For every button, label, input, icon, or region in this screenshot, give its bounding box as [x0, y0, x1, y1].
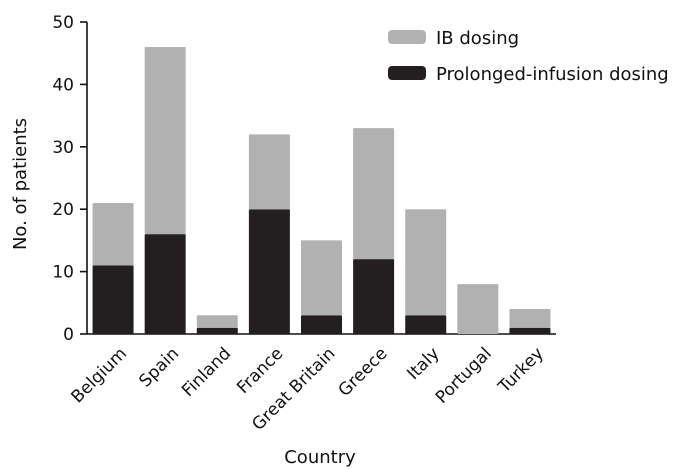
x-tick-label: Portugal	[432, 344, 496, 408]
bar-prolonged-infusion-italy	[405, 315, 447, 334]
legend-label: Prolonged-infusion dosing	[436, 64, 669, 85]
y-tick-label: 50	[52, 13, 74, 33]
legend-swatch	[388, 66, 426, 80]
bars	[92, 46, 551, 334]
bar-prolonged-infusion-belgium	[92, 265, 134, 334]
legend: IB dosing Prolonged-infusion dosing	[388, 28, 669, 85]
y-axis: 0 10 20 30 40 50	[52, 13, 88, 345]
y-tick-label: 20	[52, 200, 74, 220]
y-tick-label: 10	[52, 263, 74, 283]
bar-prolonged-infusion-spain	[144, 234, 186, 334]
x-tick-label: Finland	[178, 344, 235, 401]
x-tick-label: Spain	[135, 344, 183, 392]
bar-ib-dosing-portugal	[457, 284, 499, 334]
bar-prolonged-infusion-greece	[353, 259, 395, 334]
legend-swatch	[388, 30, 426, 44]
y-axis-title: No. of patients	[10, 118, 31, 250]
y-tick-label: 40	[52, 75, 74, 95]
legend-label: IB dosing	[436, 28, 519, 49]
bar-ib-dosing-turkey	[509, 309, 551, 328]
x-tick-label: Belgium	[68, 344, 131, 407]
bar-prolonged-infusion-turkey	[509, 327, 551, 334]
bar-ib-dosing-france	[248, 134, 290, 210]
bar-ib-dosing-spain	[144, 46, 186, 235]
x-tick-label: Italy	[403, 344, 443, 384]
bar-ib-dosing-great-britain	[301, 240, 342, 316]
bar-ib-dosing-finland	[196, 315, 238, 328]
x-tick-label: Greece	[335, 344, 392, 401]
bar-ib-dosing-greece	[353, 128, 395, 260]
bar-ib-dosing-italy	[405, 209, 447, 316]
x-tick-label: Turkey	[494, 344, 548, 398]
bar-prolonged-infusion-great-britain	[301, 315, 342, 334]
bar-ib-dosing-belgium	[92, 202, 134, 266]
x-axis-title: Country	[284, 447, 356, 468]
y-tick-label: 0	[63, 325, 74, 345]
bar-prolonged-infusion-france	[248, 209, 290, 334]
bar-prolonged-infusion-finland	[196, 327, 238, 334]
y-tick-label: 30	[52, 138, 74, 158]
